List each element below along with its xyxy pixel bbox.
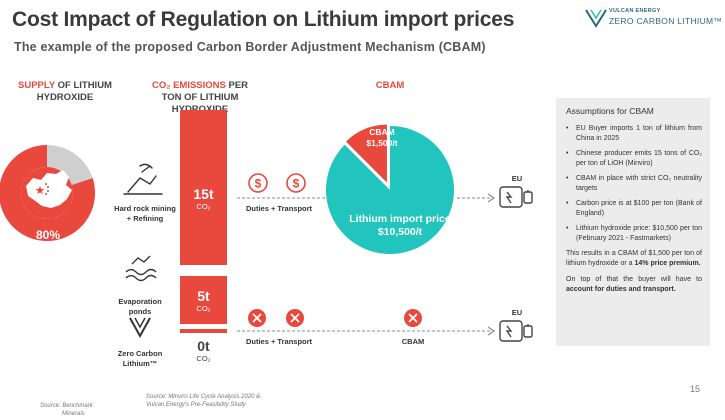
- column-header-cbam: CBAM: [375, 80, 405, 91]
- page-number: 15: [690, 384, 701, 394]
- supply-share-label: 80%: [35, 228, 61, 242]
- china-flag-stars: [35, 183, 49, 195]
- assumption-item: EU Buyer imports 1 ton of lithium from C…: [566, 124, 702, 143]
- cross-icon-2: [286, 309, 304, 327]
- pie-label-cbam: CBAM $1,500/t: [366, 127, 398, 148]
- source-left: Source: Benchmark Minerals: [40, 403, 93, 417]
- china-map-icon: [26, 170, 72, 208]
- hard-rock-mining-icon: [123, 163, 163, 195]
- pie-slice-cbam: [345, 124, 387, 183]
- eu-label-bottom: EU: [511, 308, 523, 317]
- logo-tagline: ZERO CARBON LITHIUM™: [609, 16, 723, 26]
- page-subtitle: The example of the proposed Carbon Borde…: [14, 40, 486, 54]
- bar-hard-rock: [180, 110, 227, 265]
- emission-value-evaporation: 5t CO₂: [196, 288, 211, 313]
- flow-bottom-duties: Duties + Transport: [245, 337, 313, 346]
- assumption-item: Chinese producer emits 15 tons of CO₂ pe…: [566, 149, 702, 168]
- eu-label-top: EU: [511, 174, 523, 183]
- dollar-icon-1: $: [248, 173, 268, 193]
- eu-vehicle-icon-top: [499, 186, 533, 208]
- cbam-pie: [326, 124, 455, 254]
- evaporation-ponds-icon: [125, 255, 157, 282]
- logo-company: VULCAN ENERGY: [609, 8, 661, 14]
- svg-text:$: $: [293, 177, 300, 191]
- route-label-zero-carbon: Zero Carbon Lithium™: [117, 349, 163, 368]
- assumptions-result: This results in a CBAM of $1,500 per ton…: [566, 250, 702, 267]
- assumption-item: Carbon price is at $100 per ton (Bank of…: [566, 199, 702, 218]
- column-header-supply: SUPPLY OF LITHIUM HYDROXIDE: [18, 80, 112, 103]
- assumptions-list: EU Buyer imports 1 ton of lithium from C…: [566, 124, 702, 243]
- column-header-emissions: CO₂ EMISSIONS PER TON OF LITHIUM HYDROXI…: [151, 80, 249, 115]
- assumption-item: CBAM in place with strict CO₂ neutrality…: [566, 174, 702, 193]
- emission-value-hard-rock: 15t CO₂: [193, 186, 214, 211]
- flow-bottom-cbam: CBAM: [401, 337, 425, 346]
- pie-label-import-price: Lithium import price $10,500/t: [349, 213, 451, 238]
- assumptions-title: Assumptions for CBAM: [566, 106, 654, 116]
- flow-top-duties: Duties + Transport: [245, 204, 313, 213]
- route-label-evaporation: Evaporation ponds: [118, 297, 162, 316]
- vulcan-logo-icon: [585, 9, 607, 28]
- donut-china-share: [0, 145, 95, 241]
- page-title: Cost Impact of Regulation on Lithium imp…: [12, 8, 515, 31]
- bar-evaporation: [180, 276, 227, 324]
- assumptions-note: On top of that the buyer will have to ac…: [566, 276, 702, 293]
- source-right: Source: Minviro Life Cycle Analysis 2020…: [146, 394, 261, 408]
- supply-donut: [0, 145, 95, 241]
- cross-icon-3: [404, 309, 422, 327]
- emission-value-zero-carbon: 0t CO₂: [196, 338, 211, 363]
- svg-text:$: $: [255, 177, 262, 191]
- vulcan-logo: VULCAN ENERGY ZERO CARBON LITHIUM™: [585, 6, 722, 32]
- bar-zero-carbon: [180, 329, 227, 333]
- route-label-hard-rock: Hard rock mining + Refining: [114, 204, 176, 223]
- pie-slice-import-price: [326, 126, 455, 254]
- cross-icon-1: [248, 309, 266, 327]
- assumption-item: Lithium hydroxide price: $10,500 per ton…: [566, 224, 702, 243]
- eu-vehicle-icon-bottom: [499, 320, 533, 342]
- zero-carbon-logo-icon: [129, 317, 151, 339]
- dollar-icon-2: $: [286, 173, 306, 193]
- assumptions-panel: Assumptions for CBAM EU Buyer imports 1 …: [556, 98, 710, 346]
